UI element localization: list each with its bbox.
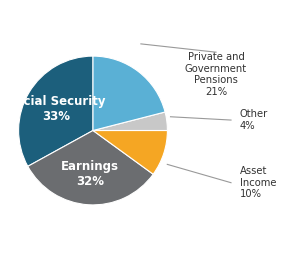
Text: Asset
Income
10%: Asset Income 10% [240, 166, 277, 199]
Text: Private and
Government
Pensions
21%: Private and Government Pensions 21% [185, 52, 247, 97]
Text: Earnings
32%: Earnings 32% [61, 159, 119, 188]
Wedge shape [93, 130, 167, 174]
Wedge shape [19, 56, 93, 166]
Wedge shape [93, 112, 167, 130]
Text: Other
4%: Other 4% [240, 109, 268, 131]
Wedge shape [93, 56, 165, 130]
Text: Social Security
33%: Social Security 33% [7, 94, 105, 122]
Wedge shape [28, 130, 153, 205]
